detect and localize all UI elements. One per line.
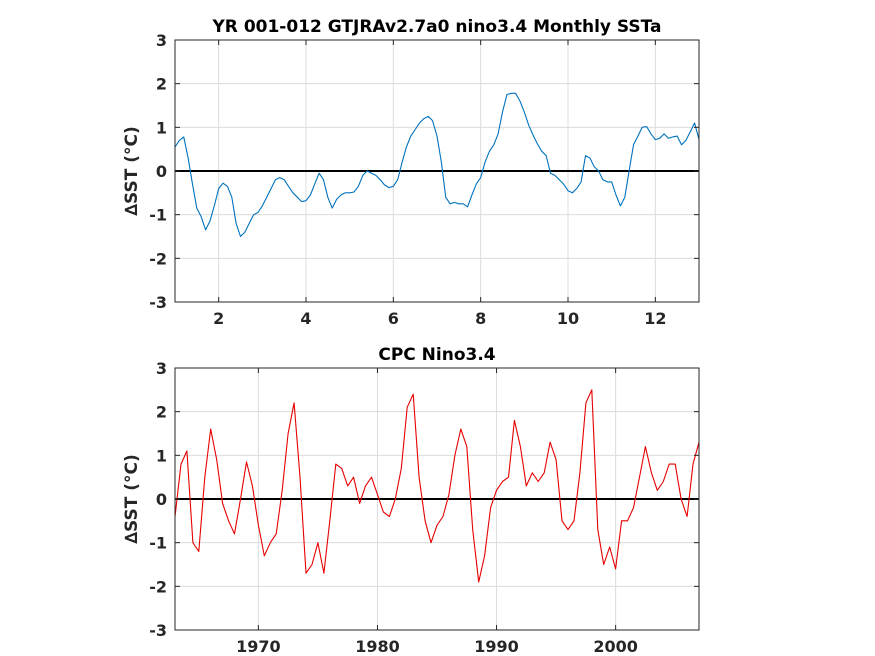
x-tick-label: 2000	[593, 637, 638, 656]
chart-title: YR 001-012 GTJRAv2.7a0 nino3.4 Monthly S…	[212, 17, 662, 37]
x-tick-label: 1990	[474, 637, 519, 656]
x-tick-label: 12	[644, 309, 666, 328]
x-tick-label: 1980	[355, 637, 400, 656]
cpc-nino34-panel: 1970 1980 1990 2000 -3 -2 -1 0 1 2 3 CPC Nino3.4 ∆SS…	[122, 345, 700, 656]
y-tick-label: 3	[156, 31, 167, 50]
y-tick-label: -3	[149, 293, 167, 312]
y-axis-label: ∆SST (°C)	[122, 126, 142, 216]
y-tick-label: 2	[156, 403, 167, 422]
chart-title: CPC Nino3.4	[378, 345, 495, 365]
y-tick-label: -1	[149, 534, 167, 553]
y-tick-label: 3	[156, 359, 167, 378]
y-tick-label: 0	[156, 162, 167, 181]
x-tick-label: 6	[388, 309, 399, 328]
y-tick-label: 1	[156, 118, 167, 137]
y-tick-label: 1	[156, 446, 167, 465]
x-tick-label: 1970	[236, 637, 281, 656]
y-tick-label: 0	[156, 490, 167, 509]
x-tick-label: 4	[300, 309, 311, 328]
y-tick-label: -2	[149, 249, 167, 268]
x-tick-label: 2	[213, 309, 224, 328]
series-line-1	[174, 92, 700, 238]
y-tick-label: -3	[149, 621, 167, 640]
y-tick-label: -2	[149, 577, 167, 596]
y-axis-label: ∆SST (°C)	[122, 454, 142, 544]
series-line-1	[174, 389, 700, 583]
x-tick-label: 10	[557, 309, 579, 328]
y-tick-label: 2	[156, 75, 167, 94]
x-tick-label: 8	[475, 309, 486, 328]
y-tick-label: -1	[149, 206, 167, 225]
